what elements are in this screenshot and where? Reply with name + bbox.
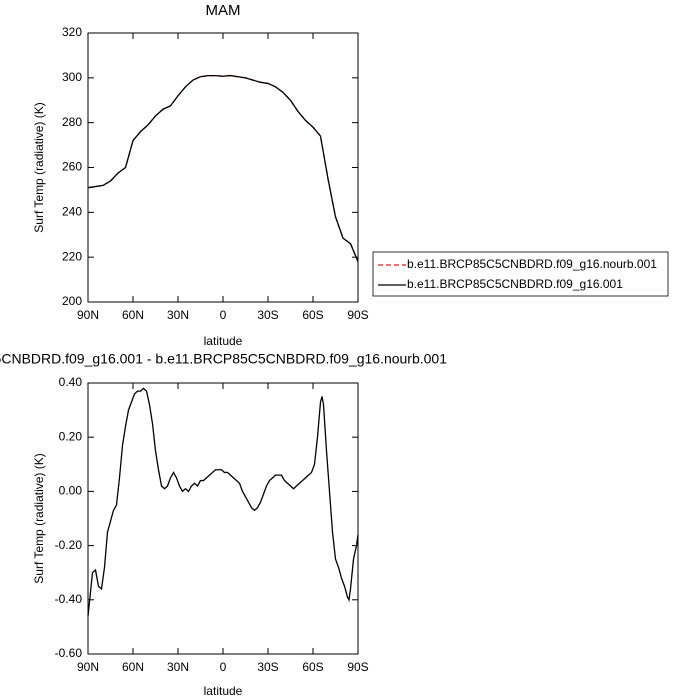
y-tick-label: 0.40	[59, 375, 83, 389]
plot-frame	[87, 32, 359, 303]
y-tick-label: 220	[62, 249, 82, 263]
x-tick-label: 0	[220, 660, 227, 674]
y-tick-label: 280	[62, 115, 82, 129]
x-tick-label: 60N	[122, 660, 144, 674]
data-line	[87, 74, 359, 262]
x-tick-label: 30S	[257, 660, 278, 674]
x-tick-label: 90N	[77, 308, 99, 322]
y-axis-label: Surf Temp (radiative) (K)	[32, 453, 46, 583]
y-tick-label: -0.60	[55, 646, 83, 660]
x-tick-label: 60S	[302, 308, 323, 322]
y-tick-label: 300	[62, 70, 82, 84]
y-tick-label: -0.40	[55, 592, 83, 606]
x-axis-label: latitude	[204, 684, 243, 698]
x-tick-label: 90S	[347, 660, 368, 674]
y-tick-label: 0.00	[59, 484, 83, 498]
legend-label: b.e11.BRCP85C5CNBDRD.f09_g16.001	[407, 277, 623, 291]
x-tick-label: 60N	[122, 308, 144, 322]
x-tick-label: 0	[220, 308, 227, 322]
x-tick-label: 90S	[347, 308, 368, 322]
x-tick-label: 30S	[257, 308, 278, 322]
x-axis-label: latitude	[204, 334, 243, 348]
legend-box	[372, 251, 669, 297]
y-tick-label: 200	[62, 294, 82, 308]
y-tick-label: 320	[62, 25, 82, 39]
x-tick-label: 30N	[167, 308, 189, 322]
y-tick-label: 260	[62, 160, 82, 174]
x-tick-label: 90N	[77, 660, 99, 674]
x-tick-label: 60S	[302, 660, 323, 674]
legend: b.e11.BRCP85C5CNBDRD.f09_g16.nourb.001 b.…	[372, 251, 669, 297]
chart-title: MAM	[206, 2, 241, 19]
y-axis-label: Surf Temp (radiative) (K)	[32, 102, 46, 232]
plot-frame	[87, 382, 359, 655]
data-line	[87, 387, 359, 617]
legend-label: b.e11.BRCP85C5CNBDRD.f09_g16.nourb.001	[407, 257, 657, 271]
y-tick-label: -0.20	[55, 538, 83, 552]
y-tick-label: 240	[62, 205, 82, 219]
chart-title: b.e11.BRCP85C5CNBDRD.f09_g16.001 - b.e11…	[0, 351, 447, 367]
data-line	[87, 74, 359, 262]
x-tick-label: 30N	[167, 660, 189, 674]
y-tick-label: 0.20	[59, 429, 83, 443]
